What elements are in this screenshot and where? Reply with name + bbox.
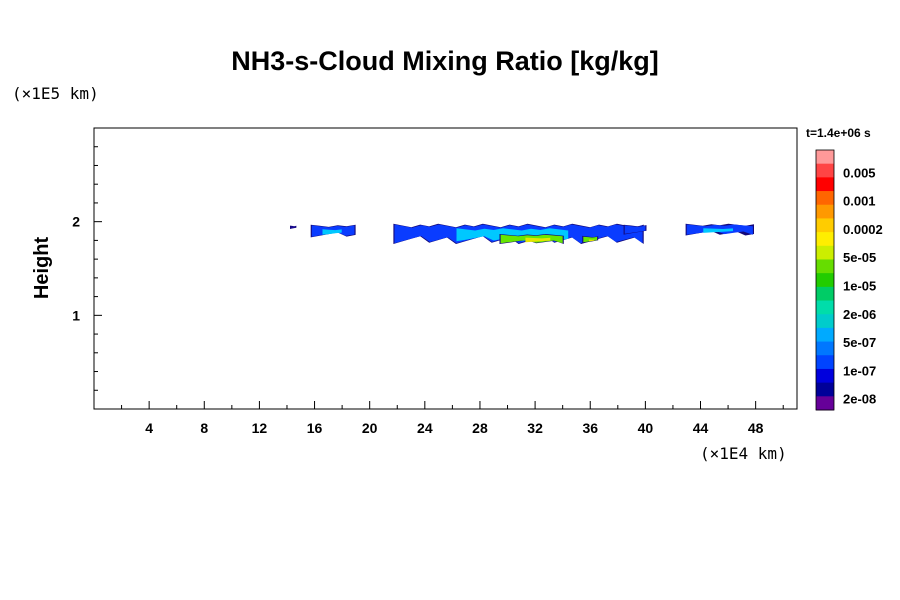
colorbar-label: 0.001 <box>843 194 876 209</box>
colorbar: 0.005 0.001 0.0002 5e-05 1e-05 2e-06 5e-07 1e-0… <box>815 149 883 411</box>
cloud-region <box>291 226 296 229</box>
colorbar-segment <box>816 163 834 178</box>
x-tick-label: 8 <box>200 420 208 436</box>
colorbar-label: 5e-07 <box>843 335 876 350</box>
cloud-region-core <box>525 237 551 243</box>
y-tick-label: 2 <box>72 214 80 230</box>
chart-title: NH3-s-Cloud Mixing Ratio [kg/kg] <box>231 46 659 76</box>
x-tick-label: 24 <box>417 420 433 436</box>
colorbar-segment <box>816 259 834 274</box>
colorbar-segment <box>816 150 834 165</box>
colorbar-label: 2e-08 <box>843 392 876 407</box>
cloud-region <box>583 236 598 243</box>
plot-area <box>290 223 754 244</box>
colorbar-label: 5e-05 <box>843 250 876 265</box>
colorbar-segment <box>816 204 834 219</box>
colorbar-segment <box>816 314 834 329</box>
colorbar-segment <box>816 232 834 247</box>
colorbar-segment <box>816 191 834 206</box>
cloud-region-core <box>703 228 734 233</box>
x-tick-label: 4 <box>145 420 153 436</box>
colorbar-segment <box>816 368 834 384</box>
x-tick-label: 40 <box>638 420 654 436</box>
y-axis: 12 <box>72 146 102 391</box>
colorbar-segment <box>816 396 834 411</box>
colorbar-label: 1e-07 <box>843 363 876 378</box>
x-tick-label: 12 <box>252 420 268 436</box>
y-tick-label: 1 <box>72 307 80 323</box>
colorbar-label: 0.0002 <box>843 222 883 237</box>
x-tick-label: 28 <box>472 420 488 436</box>
x-tick-label: 48 <box>748 420 764 436</box>
cloud-region <box>624 225 646 234</box>
plot-frame <box>93 127 798 410</box>
colorbar-segment <box>816 327 834 343</box>
x-tick-label: 16 <box>307 420 323 436</box>
colorbar-label: 1e-05 <box>843 279 876 294</box>
colorbar-segment <box>816 341 834 356</box>
colorbar-segment <box>816 177 834 192</box>
cloud-region-core <box>322 229 342 235</box>
x-tick-label: 20 <box>362 420 378 436</box>
colorbar-segment <box>816 286 834 302</box>
colorbar-segment <box>816 355 834 370</box>
cloud-region-core <box>456 228 569 242</box>
colorbar-segment <box>816 382 834 397</box>
colorbar-segment <box>816 218 834 233</box>
x-tick-label: 32 <box>527 420 543 436</box>
x-axis: 4 8 12 16 20 24 28 32 36 40 44 48 <box>121 401 784 436</box>
x-tick-label: 44 <box>693 420 709 436</box>
cloud-region-core <box>588 239 595 242</box>
colorbar-segment <box>816 245 834 260</box>
y-axis-unit: (×1E5 km) <box>12 84 99 103</box>
colorbar-segment <box>816 300 834 315</box>
colorbar-segment <box>816 273 834 288</box>
colorbar-label: 2e-06 <box>843 307 876 322</box>
x-tick-label: 36 <box>582 420 598 436</box>
x-axis-unit: (×1E4 km) <box>700 444 787 463</box>
colorbar-frame <box>815 149 835 411</box>
time-label: t=1.4e+06 s <box>806 126 871 140</box>
y-axis-label: Height <box>31 237 53 300</box>
colorbar-label: 0.005 <box>843 165 876 180</box>
